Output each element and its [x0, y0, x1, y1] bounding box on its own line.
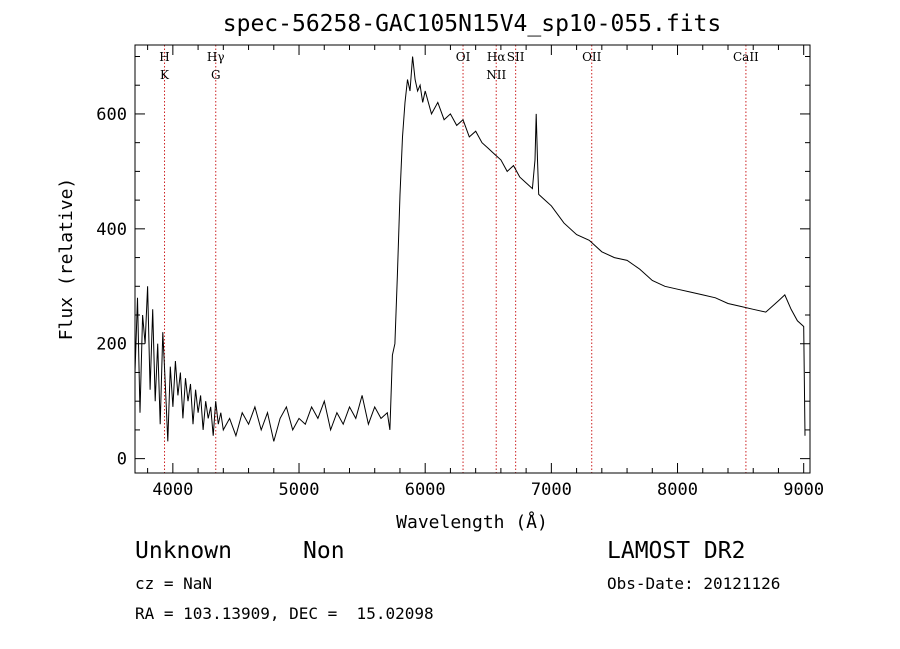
spectrum-series-0	[134, 56, 806, 442]
x-tick-label: 8000	[657, 480, 698, 500]
y-axis-label: Flux (relative)	[56, 178, 77, 341]
chart-title: spec-56258-GAC105N15V4_sp10-055.fits	[223, 11, 722, 37]
spectral-line-label: OI	[456, 50, 471, 64]
spectral-line-label: H	[159, 50, 169, 64]
object-subclass: Non	[303, 538, 345, 564]
spectral-line-label: G	[211, 68, 221, 82]
object-class: Unknown	[135, 538, 232, 564]
x-axis-label: Wavelength (Å)	[396, 511, 548, 533]
redshift-cz: cz = NaN	[135, 574, 213, 593]
x-tick-label: 5000	[279, 480, 320, 500]
spectral-line-label: OII	[582, 50, 602, 64]
spectral-line-label: Hγ	[207, 50, 225, 64]
y-tick-label: 200	[96, 335, 127, 355]
y-tick-label: 600	[96, 105, 127, 125]
x-tick-label: 7000	[531, 480, 572, 500]
ra-dec: RA = 103.13909, DEC = 15.02098	[135, 604, 434, 623]
survey-name: LAMOST DR2	[607, 538, 746, 564]
x-tick-label: 9000	[783, 480, 824, 500]
x-tick-label: 6000	[405, 480, 446, 500]
spectral-line-label: K	[160, 68, 170, 82]
y-tick-label: 400	[96, 220, 127, 240]
observation-date: Obs-Date: 20121126	[607, 574, 781, 593]
plot-frame	[134, 44, 811, 474]
spectral-line-label: SII	[507, 50, 525, 64]
spectral-line-label: CaII	[733, 50, 759, 64]
x-tick-label: 4000	[152, 480, 193, 500]
spectral-line-label: NII	[486, 68, 506, 82]
y-tick-label: 0	[117, 450, 127, 470]
spectral-line-label: Hα	[487, 50, 506, 64]
